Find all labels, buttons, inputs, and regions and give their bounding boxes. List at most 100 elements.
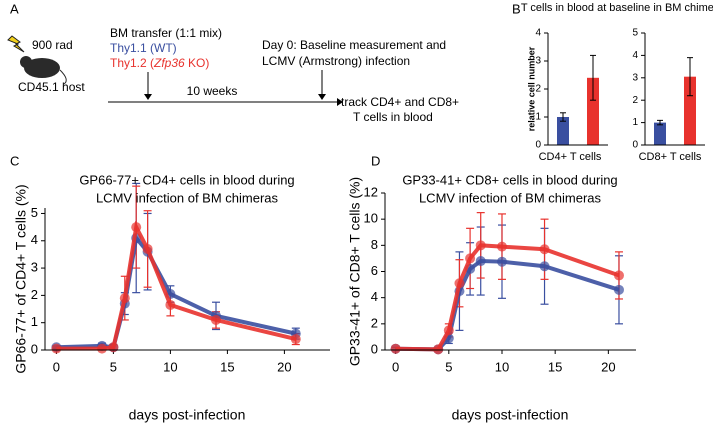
marker bbox=[613, 270, 624, 281]
y-tick-label: 4 bbox=[535, 28, 541, 39]
wt: Thy1.1 (WT) bbox=[110, 41, 177, 55]
y-axis-label: GP66-77+ of CD4+ T cells (%) bbox=[13, 184, 29, 373]
y-tick-label: 1 bbox=[632, 117, 638, 128]
dose: 900 rad bbox=[32, 38, 73, 52]
y-tick-label: 10 bbox=[364, 211, 378, 226]
y-tick-label: 2 bbox=[535, 84, 541, 95]
arrowhead bbox=[144, 94, 152, 100]
y-tick-label: 4 bbox=[371, 289, 378, 304]
series-line bbox=[395, 259, 620, 352]
mouse-icon bbox=[24, 58, 60, 78]
bar bbox=[557, 117, 569, 145]
marker bbox=[142, 243, 153, 254]
track: track CD4+ and CD8+ bbox=[341, 95, 459, 109]
chart-title: LCMV infection of BM chimeras bbox=[96, 190, 279, 205]
x-tick-label: 10 bbox=[495, 359, 509, 374]
x-axis-label: CD4+ T cells bbox=[539, 151, 602, 163]
ko-pre: Thy1.2 ( bbox=[110, 56, 154, 70]
marker bbox=[496, 241, 507, 252]
y-axis-label: relative cell number bbox=[526, 46, 536, 131]
panel-label: C bbox=[10, 153, 19, 168]
x-axis-label: days post-infection bbox=[129, 407, 246, 423]
x-tick-label: 5 bbox=[110, 359, 117, 374]
marker bbox=[496, 256, 507, 267]
interval: 10 weeks bbox=[187, 84, 238, 98]
x-tick-label: 10 bbox=[163, 359, 177, 374]
chart-title: LCMV infection of BM chimeras bbox=[419, 190, 602, 205]
x-tick-label: 0 bbox=[53, 359, 60, 374]
marker bbox=[211, 314, 221, 325]
y-tick-label: 5 bbox=[632, 28, 638, 39]
diagram: 900 rad CD45.1 host BM transfer (1:1 mix… bbox=[7, 26, 459, 124]
marker bbox=[97, 343, 107, 354]
host: CD45.1 host bbox=[18, 80, 85, 94]
x-axis-label: days post-infection bbox=[452, 407, 569, 423]
panel-label: B bbox=[512, 1, 521, 16]
y-tick-label: 4 bbox=[632, 50, 638, 61]
bar bbox=[654, 122, 666, 145]
y-tick-label: 2 bbox=[31, 287, 38, 302]
y-tick-label: 1 bbox=[31, 314, 38, 329]
y-tick-label: 4 bbox=[31, 232, 38, 247]
y-tick-label: 5 bbox=[31, 205, 38, 220]
y-tick-label: 3 bbox=[632, 72, 638, 83]
marker bbox=[465, 253, 476, 264]
y-tick-label: 2 bbox=[632, 95, 638, 106]
marker bbox=[613, 284, 624, 295]
x-tick-label: 20 bbox=[277, 359, 291, 374]
bar bbox=[587, 77, 599, 145]
ko-post: KO) bbox=[185, 56, 210, 70]
ko-gene: Zfp36 bbox=[153, 56, 185, 70]
arrowhead bbox=[318, 94, 326, 100]
mouse-head bbox=[20, 56, 32, 68]
chart-title: GP33-41+ CD8+ cells in blood during bbox=[402, 172, 617, 187]
chart-title: GP66-77+ CD4+ cells in blood during bbox=[79, 172, 294, 187]
x-tick-label: 15 bbox=[548, 359, 562, 374]
marker bbox=[119, 293, 130, 304]
marker bbox=[475, 256, 486, 267]
y-tick-label: 3 bbox=[31, 260, 38, 275]
panel-label: A bbox=[10, 1, 19, 16]
transfer: BM transfer (1:1 mix) bbox=[110, 26, 222, 40]
y-tick-label: 8 bbox=[371, 237, 378, 252]
day0: LCMV (Armstrong) infection bbox=[262, 54, 410, 68]
marker bbox=[51, 343, 62, 354]
y-tick-label: 0 bbox=[632, 140, 638, 151]
x-tick-label: 15 bbox=[220, 359, 234, 374]
x-tick-label: 20 bbox=[601, 359, 615, 374]
y-axis-label: GP33-41+ of CD8+ T cells (%) bbox=[347, 177, 363, 366]
marker bbox=[131, 222, 142, 233]
ko: Thy1.2 (Zfp36 KO) bbox=[110, 56, 209, 70]
y-tick-label: 3 bbox=[535, 56, 541, 67]
mouse-tail bbox=[59, 69, 67, 85]
y-tick-label: 1 bbox=[535, 112, 541, 123]
marker bbox=[443, 325, 454, 336]
x-tick-label: 5 bbox=[445, 359, 452, 374]
marker bbox=[108, 342, 119, 353]
panel-label: D bbox=[371, 153, 380, 168]
y-tick-label: 0 bbox=[31, 341, 38, 356]
day0: Day 0: Baseline measurement and bbox=[262, 38, 446, 52]
marker bbox=[290, 334, 301, 345]
marker bbox=[539, 261, 550, 272]
y-tick-label: 2 bbox=[371, 315, 378, 330]
radiation-icon bbox=[7, 35, 25, 53]
chart-title: T cells in blood at baseline in BM chime… bbox=[521, 2, 713, 14]
marker bbox=[539, 244, 550, 255]
y-tick-label: 12 bbox=[364, 184, 378, 199]
marker bbox=[433, 344, 444, 355]
arrowhead bbox=[337, 98, 343, 106]
x-axis-label: CD8+ T cells bbox=[639, 151, 702, 163]
marker bbox=[165, 299, 176, 310]
y-tick-label: 0 bbox=[535, 140, 541, 151]
marker bbox=[454, 278, 465, 289]
marker bbox=[390, 343, 401, 354]
track: T cells in blood bbox=[353, 110, 433, 124]
y-tick-label: 6 bbox=[371, 263, 378, 278]
series-line bbox=[56, 220, 297, 351]
x-tick-label: 0 bbox=[392, 359, 399, 374]
y-tick-label: 0 bbox=[371, 341, 378, 356]
bar bbox=[684, 76, 696, 145]
marker bbox=[475, 240, 486, 251]
